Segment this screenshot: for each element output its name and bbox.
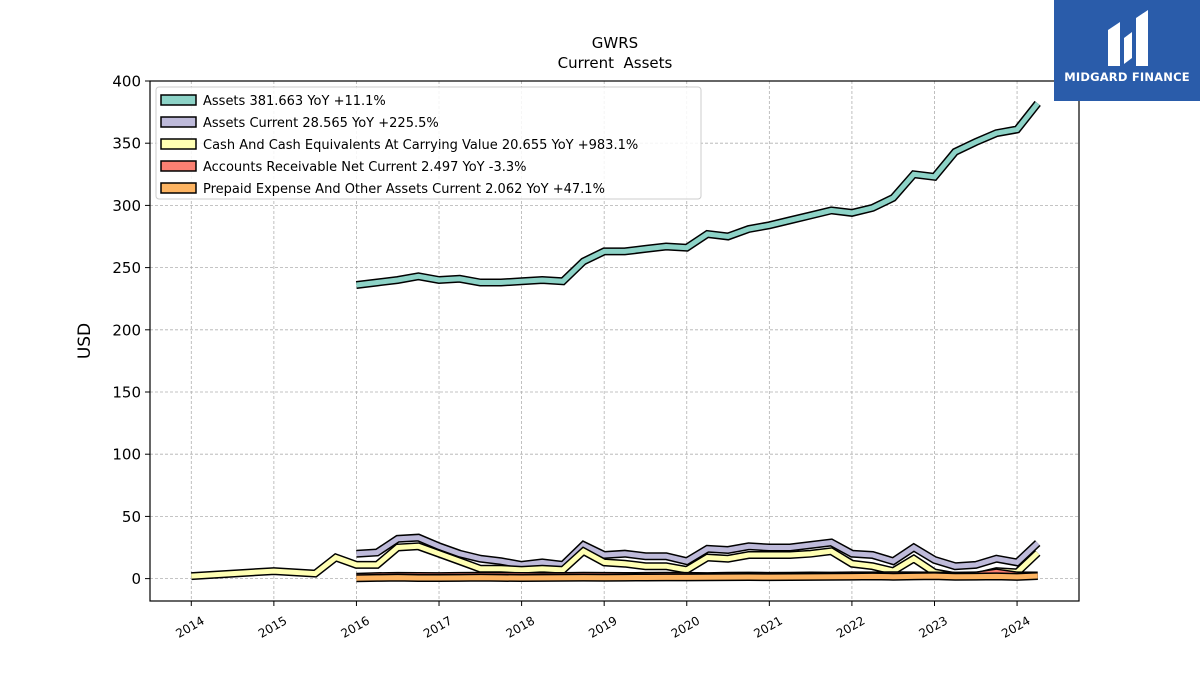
series-5 (356, 572, 1038, 583)
x-tick-label: 2020 (669, 613, 702, 640)
legend-label: Accounts Receivable Net Current 2.497 Yo… (203, 160, 526, 175)
y-tick-label: 50 (122, 508, 141, 526)
legend-swatch (160, 182, 197, 194)
x-tick-label: 2019 (586, 613, 619, 640)
legend-box (155, 86, 702, 200)
legend-swatch (160, 138, 197, 150)
series-line (356, 535, 1040, 569)
y-tick-label: 0 (131, 570, 141, 588)
midgard-logo-icon (1108, 10, 1148, 66)
series-line (191, 543, 1040, 579)
series-3 (191, 542, 1041, 581)
y-tick-label: 100 (112, 446, 141, 464)
logo-brand-text: MIDGARD FINANCE (1064, 70, 1190, 84)
legend-swatch (160, 160, 197, 172)
series-2 (356, 533, 1041, 571)
legend-label: Assets 381.663 YoY +11.1% (203, 94, 386, 109)
y-axis-label: USD (75, 323, 95, 359)
legend-label: Assets Current 28.565 YoY +225.5% (203, 116, 439, 131)
legend-entry: Assets Current 28.565 YoY +225.5% (160, 116, 439, 131)
x-tick-label: 2017 (421, 613, 454, 640)
y-tick-label: 350 (112, 135, 141, 153)
x-tick-label: 2022 (834, 613, 867, 640)
y-tick-label: 300 (112, 197, 141, 215)
x-tick-label: 2018 (504, 613, 537, 640)
series-line (356, 101, 1040, 288)
legend-label: Prepaid Expense And Other Assets Current… (203, 182, 605, 197)
series-line (356, 573, 1038, 581)
y-axis-ticks: 0 50 100 150 200 250 300 350 400 (112, 73, 150, 588)
x-tick-label: 2023 (917, 613, 950, 640)
x-tick-label: 2014 (173, 613, 206, 640)
legend-entry: Accounts Receivable Net Current 2.497 Yo… (160, 160, 526, 175)
plot-frame (149, 80, 1080, 602)
chart-subtitle: Current Assets (558, 54, 673, 72)
midgard-finance-logo: MIDGARD FINANCE (1054, 0, 1200, 101)
legend-entry: Prepaid Expense And Other Assets Current… (160, 182, 605, 197)
series-lines (191, 100, 1041, 583)
x-tick-label: 2015 (256, 613, 289, 640)
x-tick-label: 2024 (999, 613, 1032, 640)
legend: Assets 381.663 YoY +11.1% Assets Current … (155, 86, 702, 200)
chart-title: GWRS (592, 34, 638, 52)
x-tick-label: 2016 (338, 613, 371, 640)
y-tick-label: 250 (112, 259, 141, 277)
y-tick-label: 200 (112, 321, 141, 339)
legend-entry: Assets 381.663 YoY +11.1% (160, 94, 386, 109)
x-axis-ticks: 2014 2015 2016 2017 2018 2019 2020 2021 2022 2023… (173, 601, 1033, 641)
legend-swatch (160, 94, 197, 106)
y-tick-label: 150 (112, 384, 141, 402)
y-tick-label: 400 (112, 73, 141, 91)
legend-swatch (160, 116, 197, 128)
x-tick-label: 2021 (751, 613, 784, 640)
legend-entry: Cash And Cash Equivalents At Carrying Va… (160, 138, 638, 153)
series-1 (355, 100, 1041, 289)
legend-label: Cash And Cash Equivalents At Carrying Va… (203, 138, 638, 153)
